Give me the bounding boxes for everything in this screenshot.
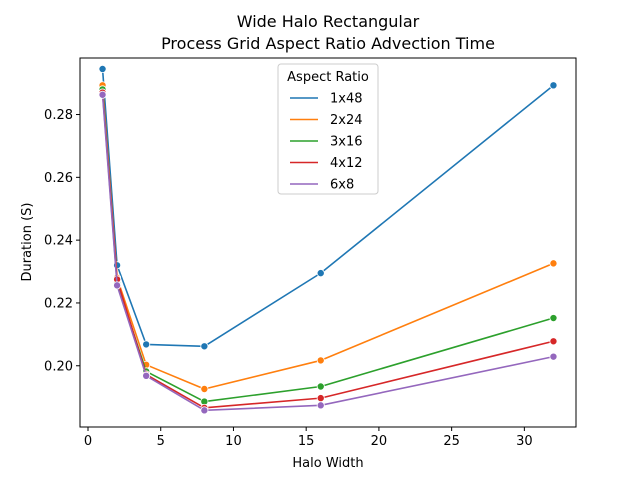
legend-entry-label: 4x12 bbox=[330, 156, 363, 171]
series-6x8 bbox=[98, 90, 558, 415]
data-point-3x16 bbox=[316, 382, 325, 391]
x-tick-label: 0 bbox=[84, 434, 92, 449]
x-tick-label: 30 bbox=[516, 434, 533, 449]
data-point-4x12 bbox=[316, 394, 325, 403]
series-layer bbox=[98, 64, 558, 415]
y-axis: 0.20 0.22 0.24 0.26 0.28 bbox=[44, 108, 80, 374]
data-point-2x24 bbox=[316, 356, 325, 365]
x-axis-label: Halo Width bbox=[292, 456, 363, 471]
data-point-4x12 bbox=[549, 337, 558, 346]
data-point-6x8 bbox=[142, 371, 151, 380]
chart-title-line-1: Wide Halo Rectangular bbox=[237, 12, 420, 31]
data-point-6x8 bbox=[200, 406, 209, 415]
legend-entry-label: 6x8 bbox=[330, 178, 354, 193]
legend-entry-label: 3x16 bbox=[330, 135, 363, 150]
legend-entry-label: 2x24 bbox=[330, 113, 363, 128]
x-tick-label: 5 bbox=[157, 434, 165, 449]
data-point-6x8 bbox=[549, 352, 558, 361]
data-point-1x48 bbox=[200, 342, 209, 351]
x-tick-label: 20 bbox=[371, 434, 388, 449]
x-tick-label: 10 bbox=[225, 434, 242, 449]
x-tick-label: 25 bbox=[443, 434, 460, 449]
data-point-6x8 bbox=[316, 401, 325, 410]
legend-entry-label: 1x48 bbox=[330, 92, 363, 107]
y-axis-label: Duration (S) bbox=[20, 203, 35, 282]
x-tick-label: 15 bbox=[298, 434, 315, 449]
x-axis: 0 5 10 15 20 25 30 bbox=[84, 427, 533, 449]
y-tick-label: 0.20 bbox=[44, 359, 73, 374]
y-tick-label: 0.22 bbox=[44, 296, 73, 311]
data-point-2x24 bbox=[549, 259, 558, 268]
legend-title: Aspect Ratio bbox=[287, 70, 369, 85]
data-point-1x48 bbox=[142, 340, 151, 349]
data-point-1x48 bbox=[98, 64, 107, 73]
series-line-6x8 bbox=[101, 94, 554, 412]
chart-title-line-2: Process Grid Aspect Ratio Advection Time bbox=[161, 34, 495, 53]
plot-frame bbox=[79, 57, 577, 428]
data-point-1x48 bbox=[549, 81, 558, 90]
data-point-2x24 bbox=[200, 385, 209, 394]
y-tick-label: 0.24 bbox=[44, 234, 73, 249]
legend-box bbox=[277, 63, 379, 195]
data-point-1x48 bbox=[316, 269, 325, 278]
data-point-6x8 bbox=[98, 90, 107, 99]
data-point-3x16 bbox=[549, 314, 558, 323]
y-tick-label: 0.26 bbox=[44, 171, 73, 186]
data-point-6x8 bbox=[113, 281, 122, 290]
legend: Aspect Ratio 1x48 2x24 3x16 4x12 6x8 bbox=[277, 63, 379, 195]
series-line-1x48 bbox=[101, 68, 554, 348]
y-tick-label: 0.28 bbox=[44, 108, 73, 123]
